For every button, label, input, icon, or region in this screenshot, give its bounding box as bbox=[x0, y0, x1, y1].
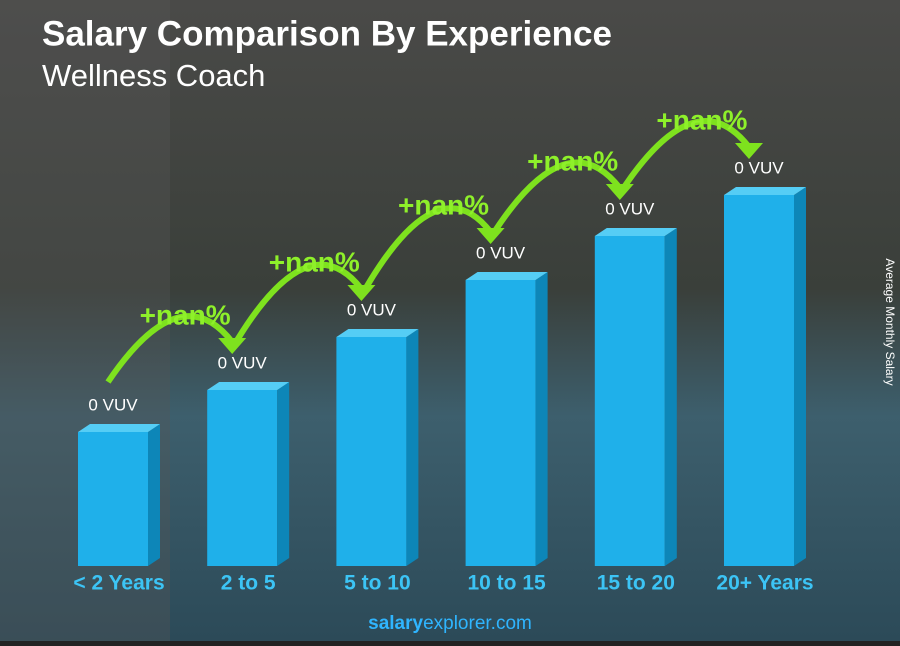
chart-subtitle: Wellness Coach bbox=[42, 58, 265, 93]
x-tick-label: 2 to 5 bbox=[221, 572, 276, 595]
bar-side bbox=[794, 187, 806, 566]
bar-side bbox=[535, 272, 548, 566]
change-label: +nan% bbox=[656, 104, 747, 135]
change-label: +nan% bbox=[140, 299, 231, 330]
bar-top bbox=[207, 382, 290, 390]
change-arrowhead bbox=[476, 228, 505, 244]
bar-side bbox=[664, 228, 677, 566]
change-arrow bbox=[234, 261, 364, 342]
bar bbox=[336, 337, 407, 566]
value-label: 0 VUV bbox=[218, 353, 268, 372]
value-label: 0 VUV bbox=[88, 395, 138, 414]
bar-top bbox=[724, 187, 806, 195]
change-arrow bbox=[493, 159, 623, 232]
x-tick-label: 20+ Years bbox=[716, 572, 813, 595]
value-label: 0 VUV bbox=[476, 243, 526, 262]
bar bbox=[465, 280, 536, 566]
source: salaryexplorer.com bbox=[368, 613, 532, 634]
change-arrow bbox=[105, 313, 235, 384]
bar-side bbox=[406, 329, 419, 566]
bar-top bbox=[465, 272, 548, 280]
change-arrowhead bbox=[605, 184, 634, 200]
value-label: 0 VUV bbox=[734, 158, 784, 177]
bar bbox=[207, 390, 278, 566]
bar-top bbox=[594, 228, 677, 236]
source-part: explorer.com bbox=[423, 613, 532, 634]
bar-side bbox=[148, 424, 160, 566]
bar-top bbox=[336, 329, 419, 337]
change-arrowhead bbox=[218, 338, 247, 354]
bar-side bbox=[277, 382, 290, 566]
bar-top bbox=[78, 424, 160, 432]
x-tick-label: < 2 Years bbox=[73, 572, 164, 595]
change-arrow bbox=[622, 118, 752, 188]
value-label: 0 VUV bbox=[347, 300, 397, 319]
change-label: +nan% bbox=[398, 189, 489, 220]
x-tick-label: 5 to 10 bbox=[344, 572, 411, 595]
change-label: +nan% bbox=[269, 246, 360, 277]
source-part: salary bbox=[368, 613, 423, 634]
chart-title: Salary Comparison By Experience bbox=[42, 14, 612, 53]
change-label: +nan% bbox=[527, 145, 618, 176]
x-tick-label: 15 to 20 bbox=[597, 572, 675, 595]
change-arrow bbox=[363, 205, 493, 289]
bar bbox=[594, 236, 665, 566]
x-tick-label: 10 to 15 bbox=[467, 572, 546, 595]
change-arrowhead bbox=[735, 143, 763, 159]
value-label: 0 VUV bbox=[605, 199, 655, 218]
bar bbox=[724, 195, 794, 566]
y-axis-label: Average Monthly Salary bbox=[883, 258, 897, 385]
change-arrowhead bbox=[347, 285, 376, 301]
bar bbox=[78, 432, 148, 566]
